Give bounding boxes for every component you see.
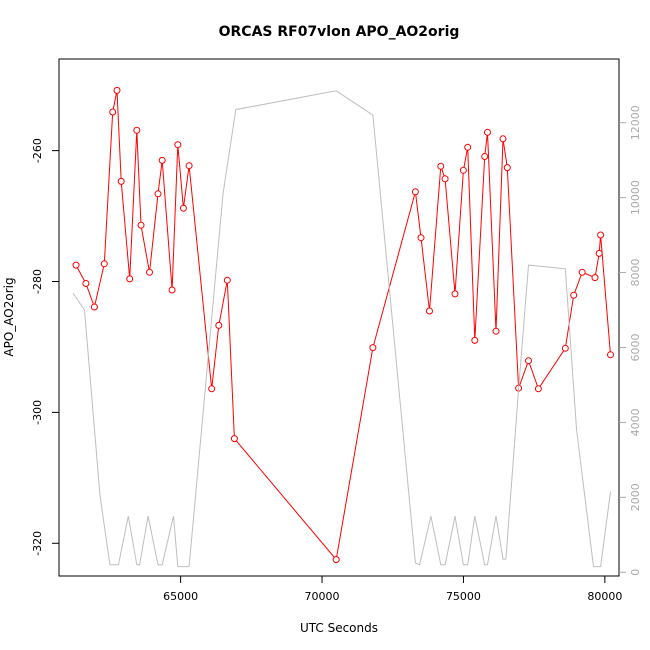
data-point [215,321,223,329]
x-axis-label: UTC Seconds [300,621,378,635]
data-point [100,260,108,268]
data-point [437,162,445,170]
data-point [154,190,162,198]
y-tick-label: -260 [31,138,44,163]
y-tick-label: -280 [31,269,44,294]
data-point [72,261,80,269]
x-tick-label: 80000 [587,590,622,603]
data-point [126,275,134,283]
y2-tick-label: 12000 [629,105,642,140]
chart-title: ORCAS RF07vlon APO_AO2orig [219,24,460,40]
data-point [459,166,467,174]
data-point [168,286,176,294]
data-point [137,221,145,229]
data-point [570,291,578,299]
data-point [471,336,479,344]
data-point [597,231,605,239]
plot-layer [72,86,614,568]
x-tick-label: 65000 [163,590,198,603]
data-point [534,385,542,393]
y-axis-label: APO_AO2orig [2,277,16,356]
data-point [492,327,500,335]
y-tick-label: -320 [31,531,44,556]
data-point [230,435,238,443]
plot-frame [58,58,620,577]
data-point [113,86,121,94]
data-point [174,141,182,149]
data-point [82,280,90,287]
data-point [185,162,193,170]
primary-series-line [75,90,611,561]
secondary-series-line [72,90,611,568]
data-point [607,351,614,359]
data-point [90,303,98,311]
data-point [481,153,489,160]
y-tick-label: -300 [31,400,44,425]
x-tick-label: 70000 [305,590,340,603]
data-point [578,268,586,276]
data-point [417,234,425,242]
data-point [109,108,117,116]
y2-tick-label: 0 [629,569,642,576]
data-point [223,276,231,284]
y2-tick-label: 6000 [629,334,642,362]
data-point [117,177,125,185]
data-point [499,135,507,143]
data-point [464,143,472,151]
data-point [133,126,141,134]
data-point [332,556,340,564]
data-point [525,357,532,365]
y2-tick-label: 2000 [629,483,642,511]
data-point [591,274,599,282]
data-point [595,249,603,257]
y2-tick-label: 10000 [629,180,642,215]
data-point [426,307,433,315]
data-point [484,128,491,136]
data-point [208,385,216,393]
y2-tick-label: 4000 [629,408,642,436]
data-point [179,204,187,212]
x-tick-label: 75000 [446,590,481,603]
data-point [411,188,419,196]
data-point [503,164,511,172]
axes-layer: 65000 70000 75000 80000 -260 -280 -300 -320 0 200… [31,105,642,603]
data-point [561,344,569,352]
data-point [146,268,153,276]
data-point [158,156,166,164]
data-point [441,175,449,183]
data-point [369,344,377,352]
data-point [451,290,459,298]
y2-tick-label: 8000 [629,259,642,287]
